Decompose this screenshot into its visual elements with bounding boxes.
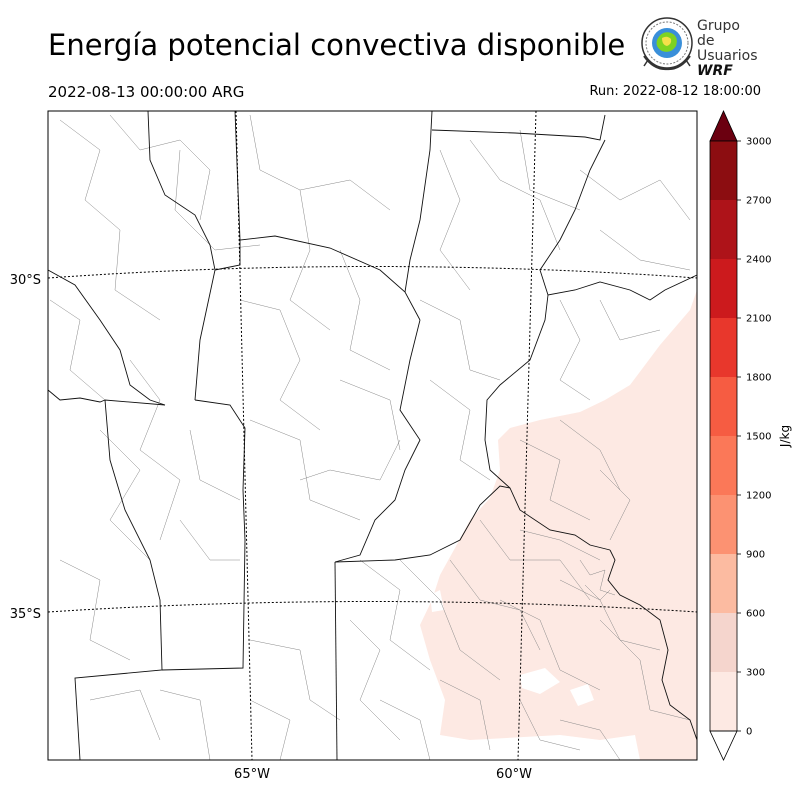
colorbar-tick-label: 300 bbox=[746, 668, 765, 679]
colorbar-band bbox=[710, 554, 737, 613]
colorbar-tick-label: 0 bbox=[746, 727, 752, 738]
map-frame bbox=[47, 110, 698, 761]
colorbar-tick-label: 1800 bbox=[746, 373, 771, 384]
logo-line-1: Grupo de bbox=[697, 18, 740, 49]
colorbar-tick-label: 3000 bbox=[746, 137, 771, 148]
colorbar-band bbox=[710, 200, 737, 259]
logo-emblem-icon bbox=[641, 17, 693, 71]
cape-gap bbox=[570, 684, 594, 706]
colorbar-band bbox=[710, 259, 737, 318]
colorbar-tick-label: 600 bbox=[746, 609, 765, 620]
meridian-60w bbox=[517, 111, 537, 760]
colorbar-ticks: 0 300 600 900 1200 1500 1800 2100 2400 2700 3000 bbox=[737, 137, 771, 738]
logo-line-2: Usuarios bbox=[697, 48, 758, 64]
department-boundaries bbox=[49, 114, 691, 760]
map-panel bbox=[47, 110, 698, 761]
colorbar-unit-label: J/kg bbox=[778, 425, 792, 448]
colorbar-band bbox=[710, 613, 737, 672]
colorbar-over-triangle bbox=[709, 110, 738, 142]
colorbar-band bbox=[710, 436, 737, 495]
colorbar-band bbox=[710, 318, 737, 377]
colorbar-band bbox=[710, 141, 737, 200]
parallel-30s bbox=[48, 266, 697, 279]
colorbar-band bbox=[710, 672, 737, 731]
cape-gap bbox=[430, 590, 444, 612]
colorbar-tick-label: 900 bbox=[746, 550, 765, 561]
colorbar: 0 300 600 900 1200 1500 1800 2100 2400 2700 3000 J… bbox=[709, 110, 792, 761]
wrf-users-logo: Grupo de Usuarios WRF bbox=[638, 16, 760, 79]
colorbar-band bbox=[710, 377, 737, 436]
colorbar-tick-label: 1500 bbox=[746, 432, 771, 443]
colorbar-band bbox=[710, 495, 737, 554]
meridian-65w bbox=[235, 111, 253, 760]
colorbar-tick-label: 2400 bbox=[746, 255, 771, 266]
valid-time: 2022-08-13 00:00:00 ARG bbox=[48, 83, 245, 101]
colorbar-tick-label: 1200 bbox=[746, 491, 771, 502]
graticule bbox=[48, 111, 697, 760]
map-title: Energía potencial convectiva disponible bbox=[48, 28, 626, 62]
run-time: Run: 2022-08-12 18:00:00 bbox=[589, 84, 761, 99]
colorbar-under-triangle bbox=[709, 730, 738, 761]
parallel-35s bbox=[48, 601, 697, 613]
lat-label-35s: 35°S bbox=[10, 607, 41, 622]
colorbar-bands bbox=[710, 141, 737, 731]
logo-line-3: WRF bbox=[697, 63, 733, 79]
colorbar-tick-label: 2100 bbox=[746, 314, 771, 325]
colorbar-tick-label: 2700 bbox=[746, 196, 771, 207]
lon-label-60w: 60°W bbox=[496, 767, 532, 782]
cape-fill-region bbox=[420, 290, 697, 760]
cape-gap bbox=[520, 668, 560, 694]
lat-label-30s: 30°S bbox=[10, 273, 41, 288]
lon-label-65w: 65°W bbox=[234, 767, 270, 782]
